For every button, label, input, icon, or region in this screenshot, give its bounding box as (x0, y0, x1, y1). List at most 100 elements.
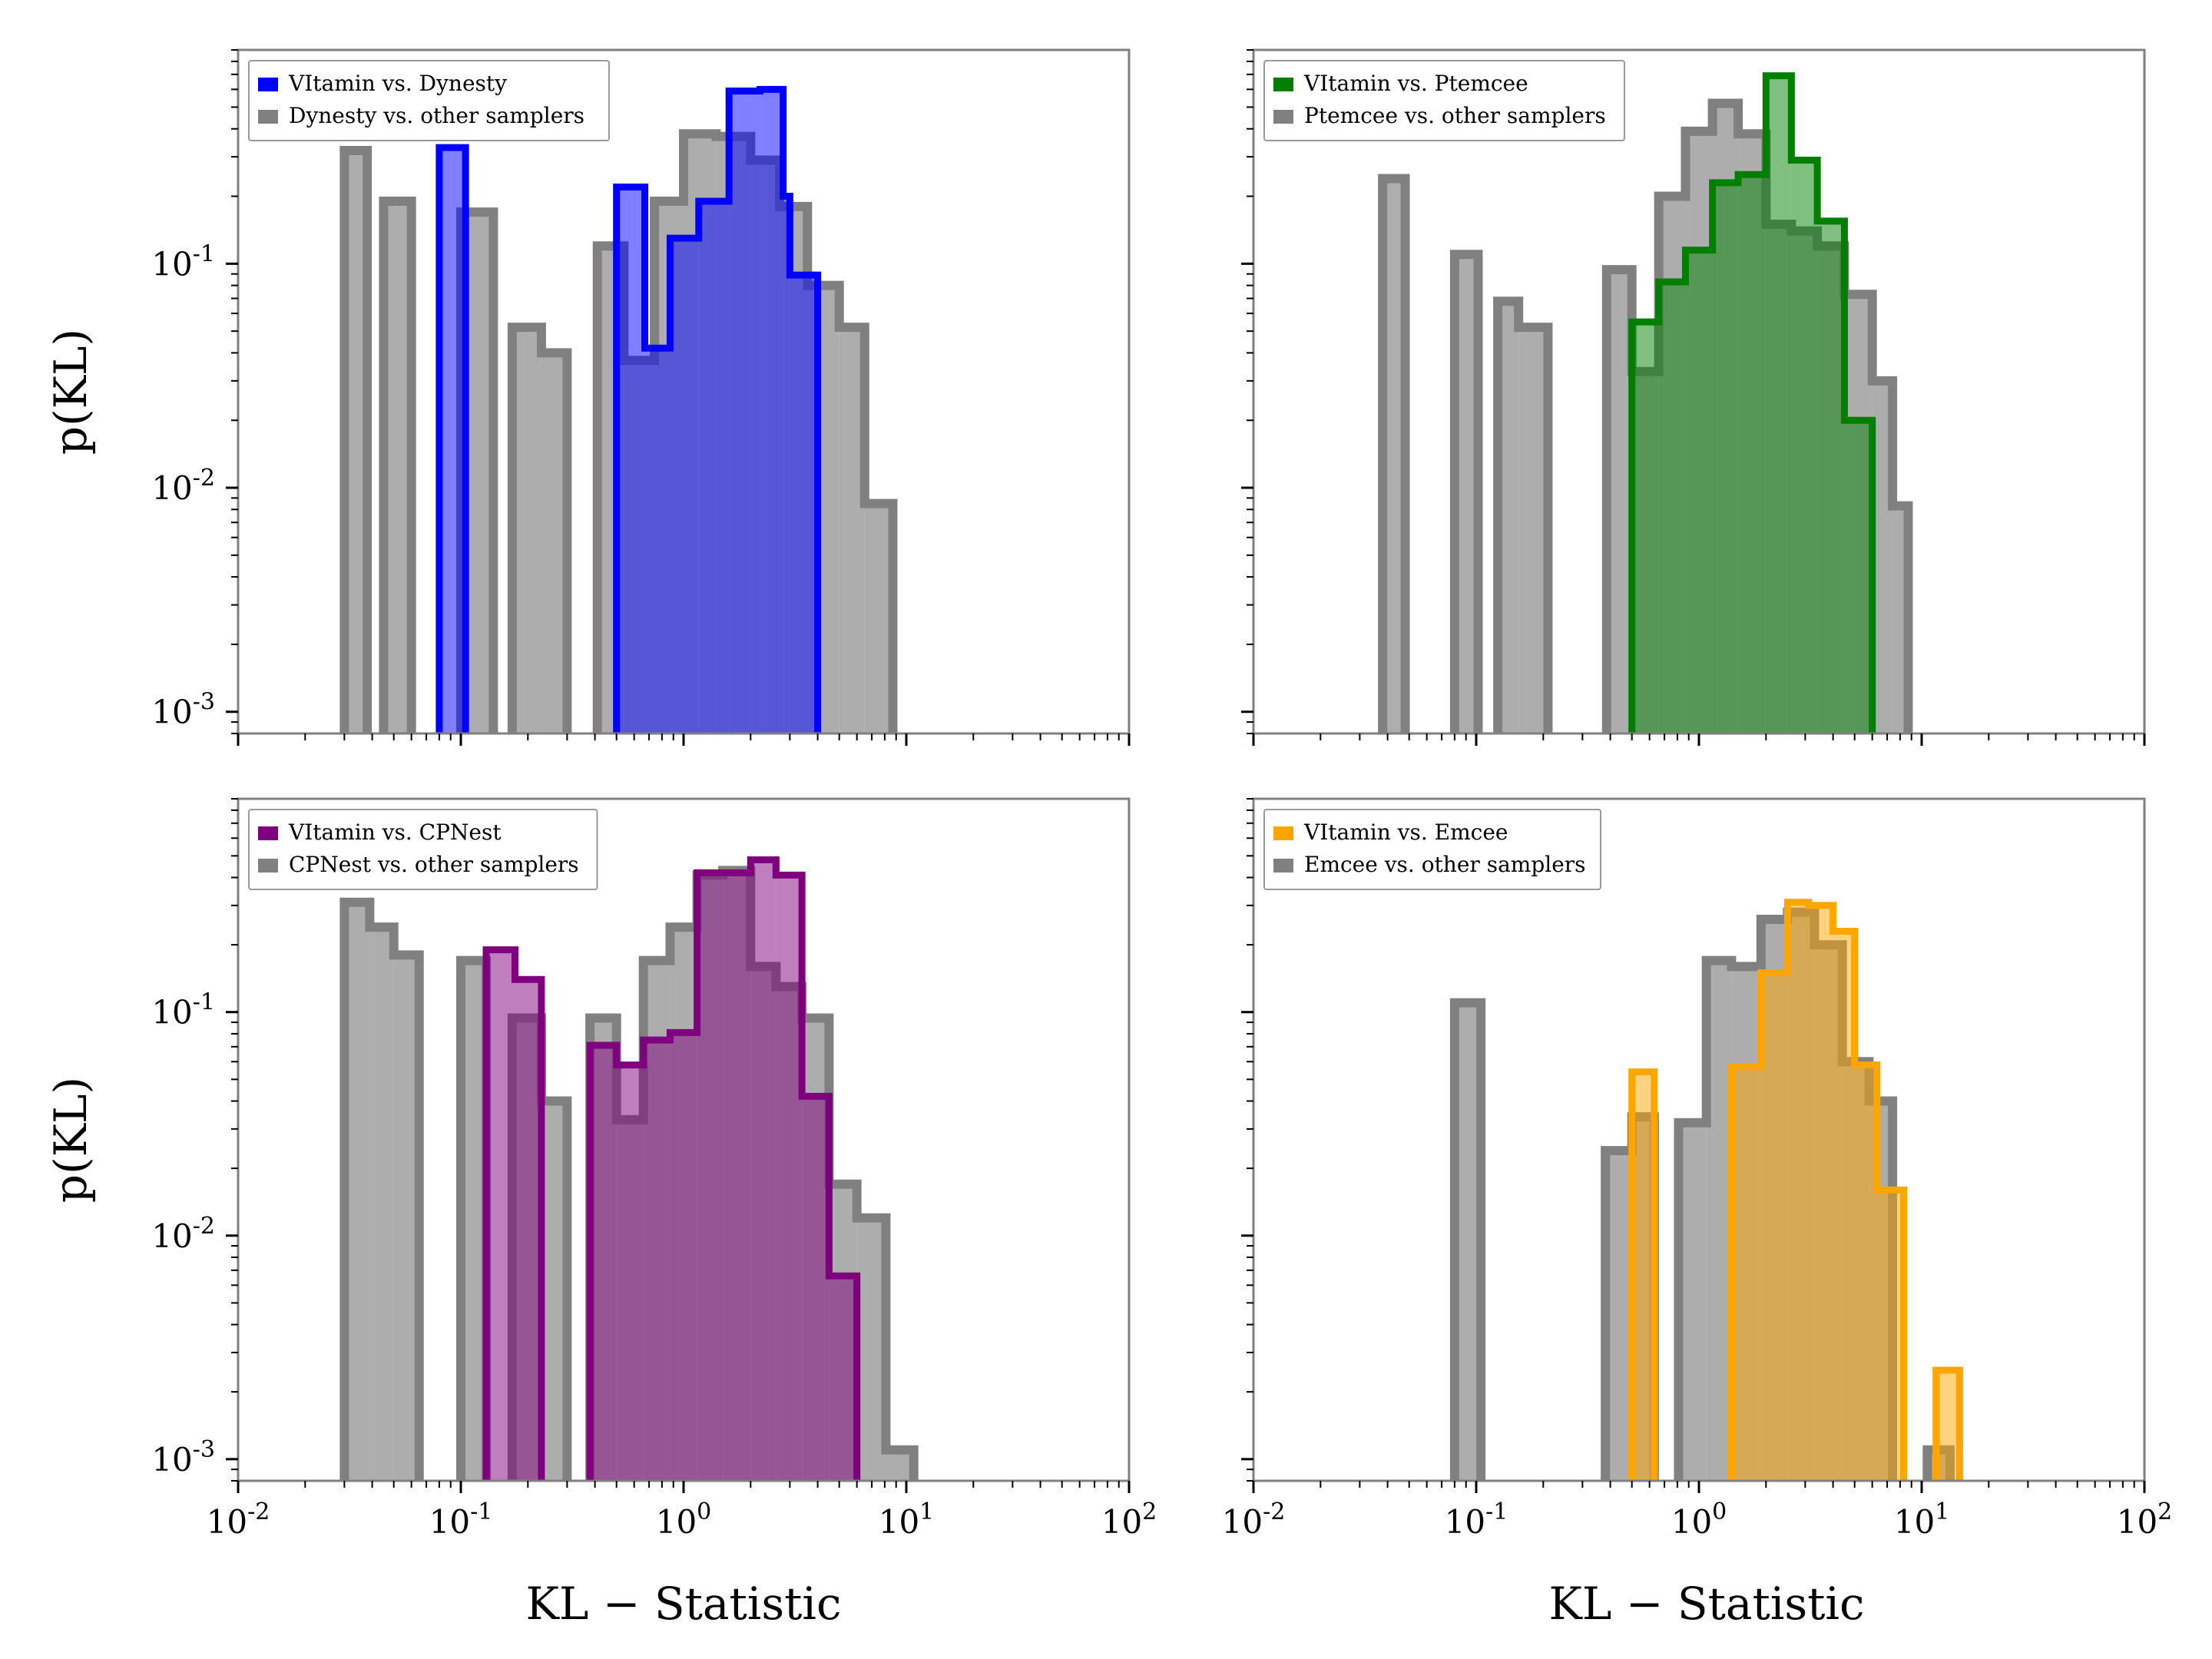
panel-bottom-left: 10-2 10-1 100 101 102 10-3 10-2 10-1 VItamin vs.… (151, 797, 1157, 1541)
histogram-bar (1760, 972, 1788, 1481)
y-tick-label: 10-2 (151, 465, 215, 507)
x-axis-label-left: KL − Statistic (526, 1578, 842, 1630)
histogram-bar (1844, 420, 1873, 733)
legend-entry: VItamin vs. CPNest (288, 820, 502, 845)
legend-entry: Emcee vs. other samplers (1304, 852, 1586, 877)
histogram-outline (507, 323, 572, 733)
plot-area (339, 85, 898, 733)
legend-swatch (1273, 78, 1293, 91)
histogram-bar (886, 1449, 914, 1481)
panels: 10-3 10-2 10-1 VItamin vs. Dynesty Dynesty v… (151, 48, 2172, 1541)
histogram-bar (1876, 1190, 1904, 1481)
histogram-bar (1808, 905, 1833, 1481)
histogram-outline (1493, 296, 1553, 733)
histogram-bar (729, 91, 760, 733)
histogram-outline (379, 197, 416, 733)
histogram-bar (760, 89, 783, 733)
histogram-outline (1628, 1068, 1658, 1481)
histogram-bar (643, 1040, 671, 1481)
legend-swatch (258, 110, 278, 124)
histogram-bar (1817, 220, 1845, 733)
panel-top-left: 10-3 10-2 10-1 VItamin vs. Dynesty Dynesty v… (151, 48, 1131, 746)
y-axis-label-top: p(KL) (45, 329, 97, 455)
histogram-outline (482, 946, 545, 1481)
histogram-bar (383, 201, 412, 733)
histogram-bar (439, 147, 466, 733)
histogram-bar (369, 927, 394, 1481)
histogram-outline (435, 144, 469, 733)
histogram-bar (1631, 1071, 1654, 1481)
histogram-outline (339, 145, 373, 733)
histogram-bar (670, 1032, 697, 1481)
histogram-bar (698, 201, 730, 733)
y-tick-label: 10-2 (151, 1213, 215, 1255)
histogram-outline (1449, 250, 1483, 733)
x-tick-label: 10-2 (207, 1498, 270, 1541)
histogram-bar (1766, 75, 1792, 733)
series-vitamin-vs-cpnest (482, 856, 861, 1481)
histogram-bar (616, 187, 645, 733)
histogram-outline (613, 85, 822, 733)
legend-box (248, 809, 598, 890)
histogram-bar (790, 275, 818, 733)
histogram-outline (586, 856, 861, 1481)
legend-entry: VItamin vs. Ptemcee (1303, 71, 1528, 96)
histogram-outline (1628, 72, 1876, 733)
histogram-bar (512, 327, 541, 733)
y-tick-label: 10-1 (151, 989, 215, 1031)
series-vitamin-vs-dynesty (435, 85, 822, 733)
x-tick-label: 100 (1671, 1498, 1727, 1541)
histogram-outline (1378, 174, 1410, 733)
histogram-bar (1658, 281, 1686, 733)
x-tick-label: 10-1 (1445, 1498, 1508, 1541)
histogram-bar (697, 873, 724, 1481)
histogram-outline (1449, 998, 1486, 1481)
histogram-bar (783, 196, 790, 733)
histogram-bar (1678, 1122, 1707, 1481)
legend-entry: CPNest vs. other samplers (289, 852, 579, 877)
legend-entry: Ptemcee vs. other samplers (1304, 103, 1606, 128)
legend: VItamin vs. CPNest CPNest vs. other sampl… (248, 809, 598, 890)
plot-area (1378, 72, 1913, 733)
histogram-bar (723, 873, 751, 1481)
histogram-bar (856, 1217, 886, 1481)
legend-swatch (258, 826, 278, 840)
legend: VItamin vs. Dynesty Dynesty vs. other sam… (248, 60, 610, 141)
legend-swatch (258, 78, 278, 91)
histogram-bar (776, 875, 803, 1481)
x-tick-label: 101 (1894, 1498, 1950, 1541)
histogram-bar (802, 1096, 830, 1481)
legend-entry: Dynesty vs. other samplers (289, 103, 584, 128)
histogram-bar (590, 1045, 617, 1481)
histogram-bar (1738, 174, 1767, 733)
legend-entry: VItamin vs. Emcee (1303, 820, 1508, 845)
legend-entry: VItamin vs. Dynesty (288, 71, 507, 96)
histogram-bar (486, 949, 515, 1481)
histogram-outline (1727, 899, 1908, 1481)
x-tick-label: 10-1 (429, 1498, 493, 1541)
histogram-bar (515, 979, 541, 1481)
histogram-bar (1787, 902, 1809, 1481)
y-tick-label: 10-3 (151, 1436, 215, 1479)
y-tick-label: 10-1 (151, 240, 215, 283)
x-tick-label: 101 (879, 1498, 935, 1541)
histogram-bar (616, 1065, 644, 1481)
histogram-outline (339, 897, 424, 1481)
histogram-bar (750, 859, 777, 1481)
legend-swatch (1273, 859, 1293, 873)
histogram-bar (1854, 1065, 1877, 1481)
histogram-bar (644, 348, 671, 733)
histogram-bar (1685, 250, 1713, 733)
histogram-bar (829, 1276, 857, 1481)
series-vitamin-vs-ptemcee (1628, 72, 1876, 733)
histogram-bar (1631, 322, 1659, 733)
series-vitamin-vs-emcee (1628, 899, 1963, 1481)
x-tick-label: 10-2 (1222, 1498, 1286, 1541)
panel-top-right: VItamin vs. Ptemcee Ptemcee vs. other sam… (1241, 48, 2146, 746)
legend-swatch (258, 859, 278, 873)
x-axis-label-right: KL − Statistic (1549, 1578, 1865, 1630)
legend-swatch (1273, 826, 1293, 840)
histogram-bar (1712, 182, 1739, 733)
histogram-bar (1791, 160, 1818, 733)
